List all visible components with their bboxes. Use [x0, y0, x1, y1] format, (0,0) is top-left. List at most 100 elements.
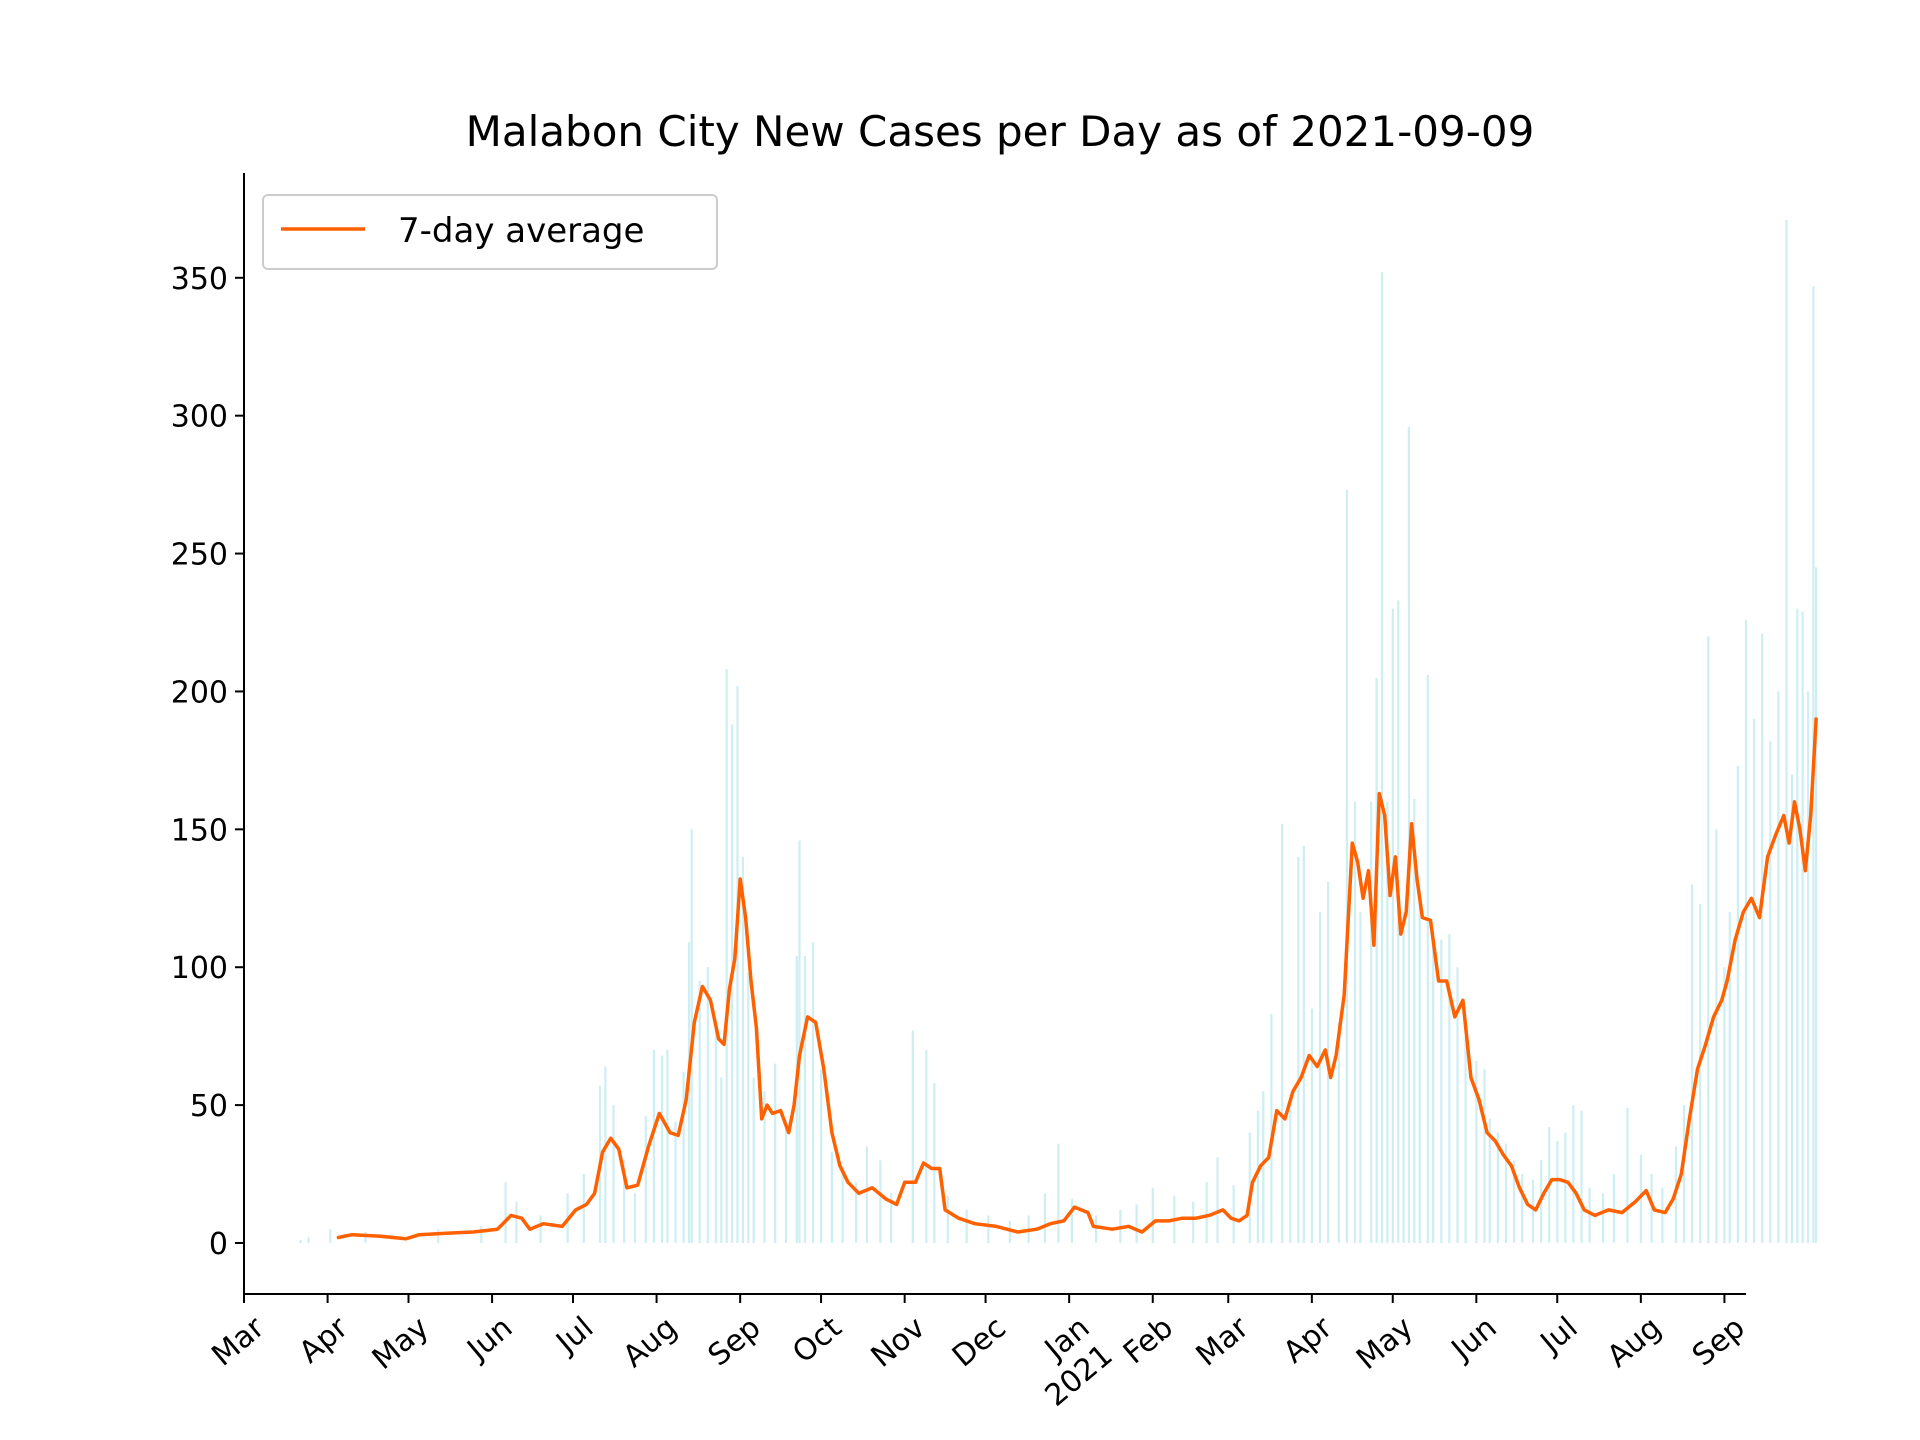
daily-case-bar [1801, 611, 1804, 1243]
daily-case-bar [1353, 801, 1357, 1243]
daily-case-bar [687, 942, 691, 1243]
daily-case-bar [1777, 691, 1780, 1243]
daily-case-bar [736, 685, 739, 1243]
daily-case-bar [987, 1215, 990, 1243]
daily-case-bar [1572, 1105, 1575, 1243]
daily-case-bar [747, 972, 750, 1243]
daily-case-bar [830, 1152, 833, 1243]
daily-case-bar [1248, 1132, 1251, 1243]
daily-case-bar [604, 1066, 607, 1243]
daily-case-bar [1256, 1110, 1259, 1243]
daily-case-bar [660, 1055, 664, 1243]
daily-case-bar [1270, 1014, 1273, 1243]
daily-case-bar [1715, 829, 1718, 1243]
daily-case-bar [1464, 1036, 1467, 1243]
daily-case-bar [1753, 719, 1756, 1243]
daily-case-bar [1386, 801, 1389, 1243]
daily-case-bar [1337, 1022, 1340, 1243]
daily-case-bar [1095, 1215, 1098, 1243]
daily-case-bar [480, 1226, 483, 1243]
daily-case-bar [1691, 884, 1694, 1243]
daily-case-bar [666, 1049, 669, 1243]
daily-case-bar [1488, 1118, 1491, 1243]
daily-case-bar [1297, 856, 1300, 1243]
daily-case-bar [1289, 1105, 1292, 1243]
y-tick-label: 50 [190, 1089, 228, 1124]
daily-case-bar [1402, 912, 1405, 1243]
y-tick-label: 350 [171, 262, 228, 297]
daily-case-bar [1815, 567, 1818, 1243]
daily-case-bar [1232, 1185, 1235, 1243]
daily-case-bar [1588, 1187, 1591, 1243]
daily-case-bar [803, 956, 806, 1243]
y-tick-label: 250 [171, 538, 228, 573]
daily-case-bar [1043, 1193, 1046, 1243]
daily-case-bar [1806, 691, 1810, 1243]
daily-case-bar [1790, 774, 1793, 1243]
daily-case-bar [1426, 674, 1429, 1243]
daily-case-bar [879, 1160, 882, 1243]
daily-case-bar [1310, 1008, 1313, 1243]
daily-case-bar [539, 1215, 542, 1243]
daily-case-bar [682, 1072, 685, 1243]
daily-case-bar [1375, 677, 1378, 1243]
daily-case-bar [1744, 619, 1748, 1243]
daily-case-bar [1483, 1069, 1486, 1243]
daily-case-bar [652, 1049, 655, 1243]
daily-case-bar [612, 1105, 615, 1243]
daily-case-bar [1504, 1143, 1508, 1243]
daily-case-bar [965, 1209, 968, 1243]
daily-case-bar [1281, 823, 1284, 1243]
y-tick-label: 150 [171, 813, 228, 848]
daily-case-bar [706, 967, 709, 1243]
daily-case-bar [752, 1077, 755, 1243]
daily-case-bar [1135, 1204, 1138, 1243]
daily-case-bar [1413, 799, 1416, 1243]
daily-case-bar [946, 1196, 949, 1243]
daily-case-bar [784, 1118, 788, 1243]
daily-case-bar [1728, 912, 1731, 1243]
chart-title: Malabon City New Cases per Day as of 202… [466, 107, 1535, 156]
daily-case-bar [1639, 1154, 1642, 1243]
daily-case-bar [741, 856, 744, 1243]
daily-case-bar [725, 669, 728, 1243]
daily-case-bar [1761, 633, 1764, 1243]
daily-case-bar [763, 1091, 766, 1243]
y-axis-ticks: 0 50 100 150 200 250 300 350 [171, 262, 244, 1262]
daily-case-bar [437, 1229, 440, 1243]
daily-case-bar [1318, 912, 1322, 1243]
daily-case-bar [1359, 912, 1362, 1243]
legend: 7-day average [262, 194, 718, 270]
daily-case-bar [933, 1083, 936, 1243]
daily-case-bar [1531, 1179, 1535, 1243]
daily-case-bar [1661, 1187, 1664, 1243]
daily-case-bar [698, 981, 701, 1243]
legend-box [262, 194, 718, 270]
daily-case-bar [1496, 1132, 1499, 1243]
daily-case-bar [865, 1146, 868, 1243]
daily-case-bar [1521, 1174, 1524, 1243]
daily-case-bar [774, 1063, 777, 1243]
daily-case-bar [1205, 1182, 1208, 1243]
daily-case-bar [1407, 426, 1410, 1243]
y-tick-label: 0 [209, 1227, 228, 1262]
y-tick-label: 100 [171, 951, 228, 986]
daily-case-bar [1650, 1174, 1653, 1243]
daily-case-bar [1699, 903, 1702, 1243]
daily-case-bar [1796, 608, 1799, 1243]
daily-case-bar [1262, 1091, 1265, 1243]
daily-case-bar [1580, 1110, 1583, 1243]
daily-case-bar [1418, 884, 1421, 1243]
daily-case-bar [644, 1116, 647, 1243]
daily-case-bar [1440, 939, 1443, 1243]
daily-case-bar [1785, 219, 1788, 1243]
daily-case-bar [841, 1165, 844, 1243]
daily-case-bar [820, 1069, 823, 1243]
daily-case-bar [515, 1201, 518, 1243]
daily-case-bar [1432, 939, 1435, 1243]
daily-case-bar [1602, 1193, 1605, 1243]
daily-case-bar [1345, 490, 1348, 1243]
daily-case-bar [1391, 608, 1394, 1243]
daily-case-bar [1612, 1174, 1615, 1243]
